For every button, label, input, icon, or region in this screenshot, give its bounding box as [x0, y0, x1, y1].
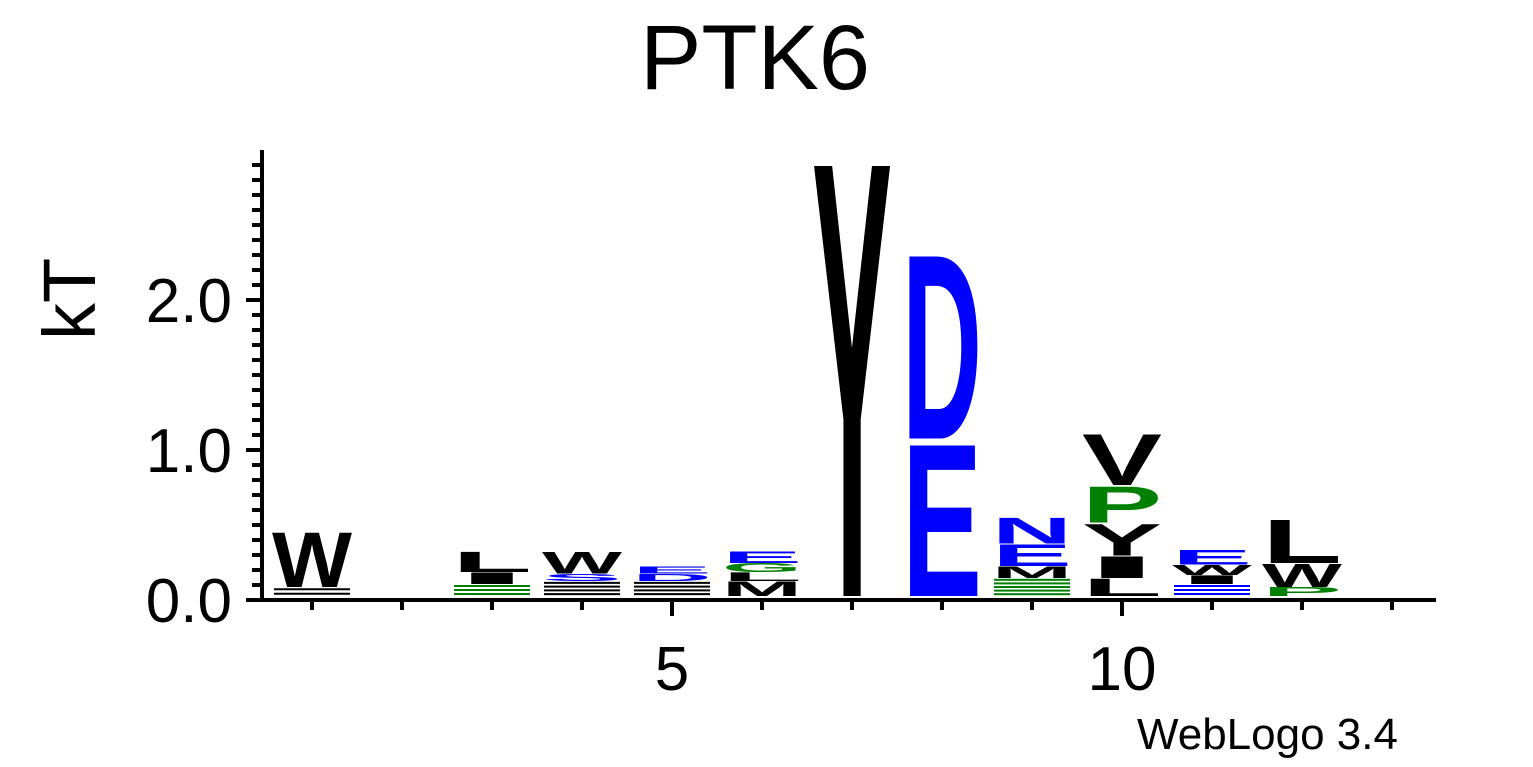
y-tick-label: 1.0 [146, 417, 232, 486]
logo-letter-M-pos6: M [722, 578, 802, 601]
logo-letter-glyph: S [542, 572, 622, 584]
logo-letter-D-pos8: D [902, 200, 982, 495]
logo-letter-glyph: E [902, 399, 982, 643]
logo-letter-E-pos9: E [992, 538, 1072, 573]
logo-letter-glyph: E [722, 548, 802, 567]
logo-letter-glyph: P [1082, 475, 1162, 533]
minor-residue-band [274, 588, 350, 591]
minor-residue-band [454, 585, 530, 587]
logo-letter-Y-pos10: Y [1082, 515, 1162, 566]
logo-letter-E-pos5: E [632, 564, 712, 576]
logo-letter-glyph: Y [1082, 515, 1162, 566]
minor-residue-band [1174, 589, 1250, 591]
minor-residue-band [1174, 593, 1250, 595]
logo-letter-L-pos6: L [722, 570, 802, 584]
minor-residue-band [994, 582, 1070, 585]
logo-letter-E-pos8: E [902, 399, 982, 643]
logo-letter-P-pos10: P [1082, 475, 1162, 533]
logo-letter-S-pos4: S [542, 572, 622, 584]
logo-letter-W-pos11: W [1172, 562, 1253, 578]
logo-letter-glyph: I [452, 569, 532, 588]
logo-letter-M-pos9: M [992, 563, 1072, 582]
minor-residue-band [1174, 585, 1250, 587]
logo-letter-W-pos12: W [1262, 557, 1343, 594]
minor-residue-band [634, 585, 710, 588]
logo-letter-I-pos3: I [452, 569, 532, 588]
logo-letter-glyph: L [722, 570, 802, 584]
logo-letter-glyph: Y [812, 30, 892, 728]
y-tick-label: 0.0 [146, 567, 232, 636]
logo-letter-glyph: D [632, 572, 712, 584]
logo-letter-glyph: L [1262, 507, 1342, 577]
logo-letter-glyph: W [1172, 562, 1253, 578]
minor-residue-band [634, 593, 710, 596]
logo-letter-E-pos6: E [722, 548, 802, 567]
logo-letter-L-pos10: L [1082, 574, 1162, 602]
minor-residue-band [544, 593, 620, 596]
logo-letter-I-pos10: I [1082, 550, 1162, 585]
logo-letter-glyph: L [452, 545, 532, 578]
minor-residue-band [994, 589, 1070, 592]
logo-letter-glyph: E [992, 538, 1072, 573]
minor-residue-band [454, 589, 530, 591]
logo-letter-P-pos12: P [1262, 585, 1342, 599]
minor-residue-band [544, 581, 620, 584]
logo-letter-D-pos5: D [632, 572, 712, 584]
minor-residue-band [994, 593, 1070, 596]
logo-letter-glyph: M [722, 578, 802, 601]
logo-letter-V-pos10: V [1082, 419, 1162, 501]
logo-letter-I-pos11: I [1172, 573, 1252, 587]
logo-letter-E-pos11: E [1172, 546, 1252, 569]
logo-letter-L-pos12: L [1262, 507, 1342, 577]
minor-residue-band [274, 592, 350, 595]
chart-title: PTK6 [640, 7, 871, 109]
logo-letter-glyph: W [542, 545, 622, 580]
logo-letter-glyph: P [1262, 585, 1342, 599]
y-tick-label: 2.0 [146, 267, 232, 336]
logo-letter-glyph: V [1082, 419, 1162, 501]
logo-letter-glyph: E [632, 564, 712, 576]
minor-residue-band [544, 585, 620, 588]
minor-residue-band [994, 586, 1070, 588]
minor-residue-band [544, 589, 620, 592]
logo-letter-glyph: G [722, 561, 802, 575]
x-tick-label: 5 [655, 635, 689, 704]
logo-letter-glyph: W [272, 516, 353, 605]
minor-residue-band [634, 589, 710, 592]
logo-letter-glyph: E [1172, 546, 1252, 569]
logo-letter-glyph: W [1262, 557, 1343, 594]
logo-letter-N-pos9: N [992, 510, 1072, 552]
minor-residue-band [454, 593, 530, 595]
minor-residue-band [634, 581, 710, 584]
logo-letter-glyph: M [992, 563, 1072, 582]
logo-letter-W-pos4: W [542, 545, 622, 580]
weblogo-credit: WebLogo 3.4 [1137, 710, 1398, 759]
logo-letter-glyph: L [1082, 574, 1162, 602]
logo-letter-L-pos3: L [452, 545, 532, 578]
logo-letter-glyph: D [902, 200, 982, 495]
logo-letter-glyph: I [1172, 573, 1252, 587]
logo-letter-G-pos6: G [722, 561, 802, 575]
logo-letter-W-pos1: W [272, 516, 353, 605]
logo-letter-Y-pos7: Y [812, 30, 892, 728]
minor-residue-band [994, 578, 1070, 581]
x-tick-label: 10 [1088, 635, 1157, 704]
logo-letter-glyph: N [992, 510, 1072, 552]
logo-letter-glyph: I [1082, 550, 1162, 585]
